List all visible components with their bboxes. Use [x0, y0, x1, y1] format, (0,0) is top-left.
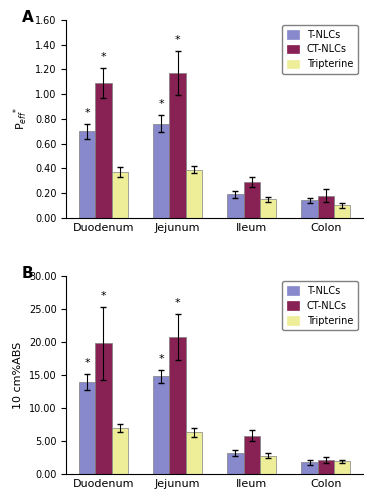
Text: *: *	[158, 354, 164, 364]
Bar	[318, 196, 334, 218]
Bar	[95, 344, 111, 474]
Text: *: *	[84, 358, 90, 368]
Bar	[318, 460, 334, 474]
Text: *: *	[101, 291, 106, 301]
Y-axis label: P$_{eff}$$^{*}$: P$_{eff}$$^{*}$	[11, 108, 30, 130]
Bar	[111, 428, 128, 474]
Bar	[243, 182, 260, 218]
Text: *: *	[175, 298, 180, 308]
Bar	[79, 382, 95, 474]
Bar	[260, 199, 276, 218]
Bar	[334, 206, 350, 218]
Text: *: *	[101, 52, 106, 62]
Text: *: *	[158, 99, 164, 109]
Legend: T-NLCs, CT-NLCs, Tripterine: T-NLCs, CT-NLCs, Tripterine	[282, 24, 358, 74]
Bar	[186, 170, 202, 218]
Bar	[301, 200, 318, 218]
Bar	[227, 453, 243, 474]
Bar	[227, 194, 243, 218]
Bar	[243, 436, 260, 474]
Text: B: B	[22, 266, 33, 281]
Y-axis label: 10 cm%ABS: 10 cm%ABS	[13, 342, 23, 408]
Bar	[169, 73, 186, 218]
Bar	[334, 462, 350, 474]
Bar	[79, 131, 95, 218]
Bar	[95, 83, 111, 218]
Bar	[111, 172, 128, 218]
Text: *: *	[175, 35, 180, 45]
Bar	[169, 337, 186, 474]
Legend: T-NLCs, CT-NLCs, Tripterine: T-NLCs, CT-NLCs, Tripterine	[282, 281, 358, 330]
Bar	[260, 456, 276, 474]
Bar	[153, 376, 169, 474]
Bar	[301, 462, 318, 474]
Text: A: A	[22, 10, 34, 25]
Bar	[186, 432, 202, 474]
Text: *: *	[84, 108, 90, 118]
Bar	[153, 124, 169, 218]
